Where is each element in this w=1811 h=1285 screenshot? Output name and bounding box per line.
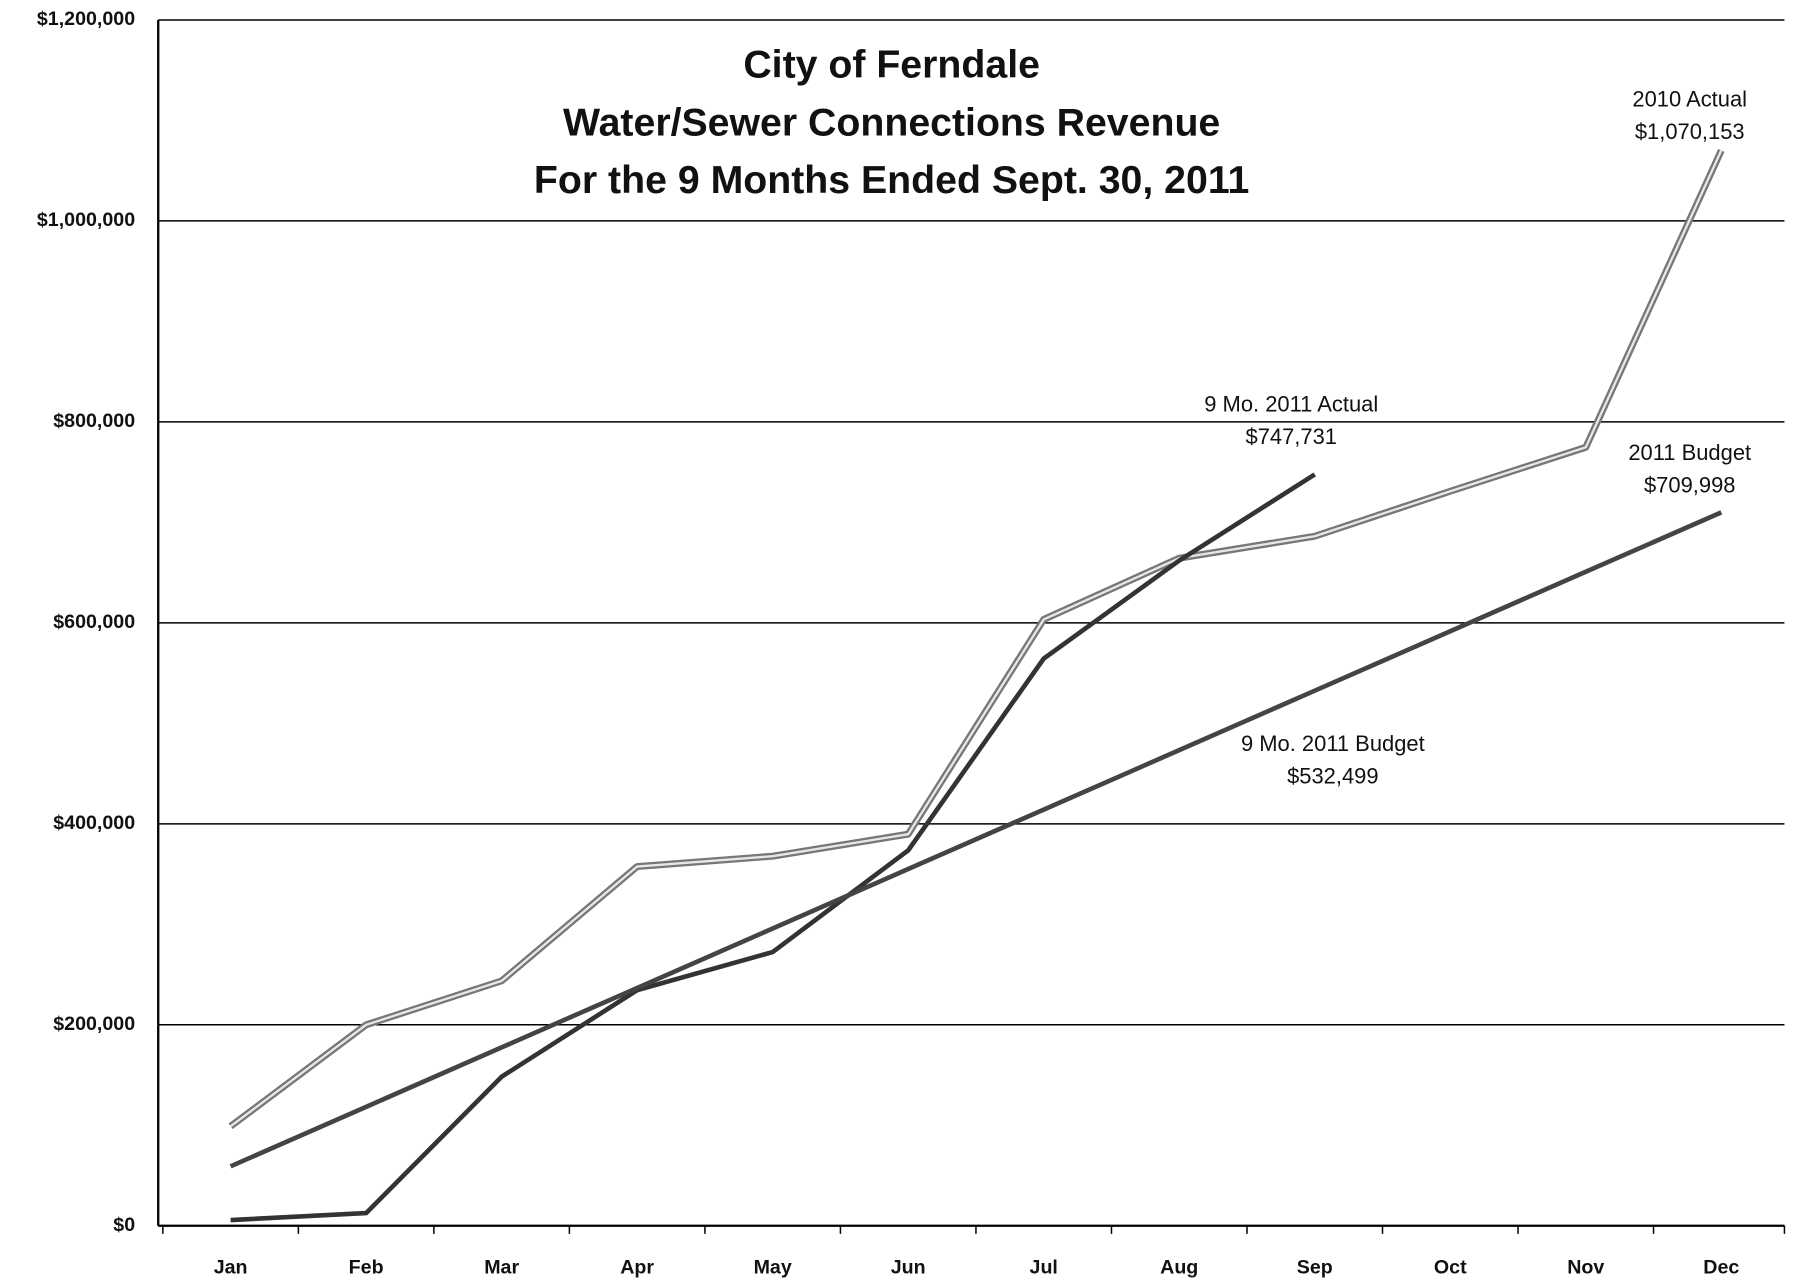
x-tick-label: Jan: [214, 1257, 248, 1279]
annotation: $747,731: [1246, 424, 1338, 449]
x-tick-label: Aug: [1160, 1257, 1198, 1279]
annotation: 9 Mo. 2011 Budget: [1241, 731, 1425, 756]
x-tick-label: May: [754, 1257, 792, 1279]
annotation: $1,070,153: [1635, 119, 1745, 144]
series-line: [229, 510, 1723, 1169]
annotation: 2011 Budget: [1628, 440, 1751, 465]
chart-title: For the 9 Months Ended Sept. 30, 2011: [534, 158, 1249, 202]
x-tick-label: Feb: [349, 1257, 384, 1279]
y-tick-label: $600,000: [53, 611, 135, 633]
annotation: 9 Mo. 2011 Actual: [1204, 392, 1378, 417]
series-line: [228, 149, 1725, 1130]
x-tick-label: Nov: [1567, 1257, 1604, 1279]
y-tick-label: $800,000: [53, 410, 135, 432]
annotation: 2010 Actual: [1632, 87, 1747, 112]
y-tick-label: $1,000,000: [37, 209, 135, 231]
x-tick-label: Sep: [1297, 1257, 1333, 1279]
series-line-inner: [229, 149, 1723, 1128]
x-tick-label: Apr: [620, 1257, 654, 1279]
x-tick-label: Jul: [1030, 1257, 1058, 1279]
y-tick-label: $400,000: [53, 812, 135, 834]
x-tick-label: Oct: [1434, 1257, 1467, 1279]
x-tick-label: Mar: [484, 1257, 519, 1279]
x-tick-label: Jun: [891, 1257, 926, 1279]
y-tick-label: $200,000: [53, 1013, 135, 1035]
y-tick-label: $1,200,000: [37, 8, 135, 30]
chart-title: City of Ferndale: [743, 43, 1040, 87]
x-tick-label: Dec: [1703, 1257, 1739, 1279]
chart-title: Water/Sewer Connections Revenue: [563, 100, 1220, 144]
series-line: [230, 472, 1316, 1223]
y-tick-label: $0: [113, 1214, 135, 1236]
annotation: $532,499: [1287, 763, 1379, 788]
annotation: $709,998: [1644, 472, 1736, 497]
